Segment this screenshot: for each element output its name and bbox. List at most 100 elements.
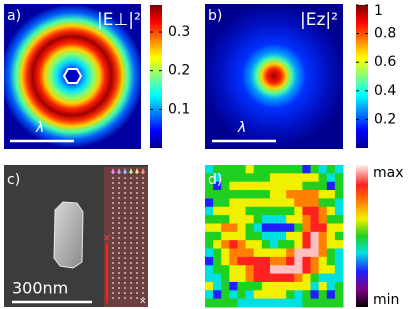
colorbar-min-label: min: [373, 292, 399, 308]
pixel: [294, 248, 303, 258]
pixel: [229, 231, 238, 241]
pixel: [294, 273, 303, 283]
pixel: [278, 223, 287, 233]
pixel: [269, 223, 279, 233]
pixel: [261, 173, 271, 183]
colorbar: [356, 5, 368, 148]
pixel: [334, 290, 344, 300]
pixel: [229, 265, 238, 275]
pixel: [278, 165, 287, 174]
colorbar-tick-label: 0.2: [168, 63, 190, 79]
pixel: [213, 215, 222, 224]
pixel: [205, 273, 214, 283]
pixel: [302, 206, 312, 216]
pixel: [286, 215, 295, 224]
pixel: [294, 198, 303, 208]
pixel: [253, 215, 263, 224]
pixel: [269, 215, 279, 224]
pixel: [302, 198, 312, 208]
pixel: [245, 173, 255, 183]
pixel: [253, 256, 263, 266]
pixel: [334, 223, 344, 233]
pixel: [318, 223, 328, 233]
arrow-head: [111, 168, 115, 173]
pixel: [205, 281, 214, 291]
pixel: [213, 206, 222, 216]
pixel: [253, 223, 263, 233]
pixel: [310, 265, 320, 275]
pixel: [294, 290, 303, 300]
pixel: [253, 190, 263, 199]
pixel: [278, 256, 287, 266]
pixel: [294, 223, 303, 233]
pixel: [326, 248, 336, 258]
pixel: [334, 265, 344, 275]
pixel: [318, 231, 328, 241]
pixel: [302, 223, 312, 233]
pixel: [205, 256, 214, 266]
pixel: [286, 248, 295, 258]
pixel: [302, 190, 312, 199]
pixel: [326, 290, 336, 300]
pixel: [245, 256, 255, 266]
pixel: [213, 190, 222, 199]
pixel: [310, 206, 320, 216]
pixel: [310, 281, 320, 291]
pixel: [318, 206, 328, 216]
pixel: [269, 206, 279, 216]
pixel: [294, 173, 303, 183]
pixel: [326, 206, 336, 216]
pixel: [269, 273, 279, 283]
pixel: [261, 265, 271, 275]
pixel: [318, 165, 328, 174]
colorbar-tick-label: 0.2: [374, 111, 396, 127]
pixel: [237, 256, 247, 266]
intensity-map: [205, 165, 344, 308]
pixel: [269, 298, 279, 308]
pixel: [334, 273, 344, 283]
pixel: [229, 223, 238, 233]
pixel: [237, 223, 247, 233]
colorbar-tick-label: 0.3: [168, 24, 190, 40]
pixel: [269, 281, 279, 291]
arrow-head: [123, 168, 127, 173]
pixel: [326, 298, 336, 308]
colorbar-tick-label: 0.6: [374, 54, 396, 70]
pixel: [302, 215, 312, 224]
pixel: [221, 240, 230, 250]
pixel: [253, 281, 263, 291]
pixel: [261, 165, 271, 174]
pixel: [310, 173, 320, 183]
pixel: [245, 265, 255, 275]
pixel: [229, 165, 238, 174]
arrow-head: [129, 168, 133, 173]
pixel: [278, 273, 287, 283]
pixel: [278, 190, 287, 199]
pixel: [334, 165, 344, 174]
pixel: [213, 165, 222, 174]
pixel: [245, 298, 255, 308]
pixel: [302, 240, 312, 250]
pixel: [205, 173, 214, 183]
pixel: [302, 290, 312, 300]
colorbar-tick-label: 0.1: [168, 101, 190, 117]
pixel: [237, 173, 247, 183]
pixel: [326, 273, 336, 283]
pixel: [286, 190, 295, 199]
pixel: [318, 215, 328, 224]
pixel: [334, 256, 344, 266]
pixel: [278, 181, 287, 191]
pixel: [261, 206, 271, 216]
pixel: [229, 273, 238, 283]
pixel: [253, 165, 263, 174]
hexagon: [62, 68, 83, 84]
pixel: [294, 206, 303, 216]
pixel: [221, 215, 230, 224]
pixel: [334, 190, 344, 199]
pixel: [229, 181, 238, 191]
pixel: [221, 190, 230, 199]
pixel: [229, 190, 238, 199]
pixel: [269, 165, 279, 174]
pixel: [278, 240, 287, 250]
pixel: [253, 298, 263, 308]
